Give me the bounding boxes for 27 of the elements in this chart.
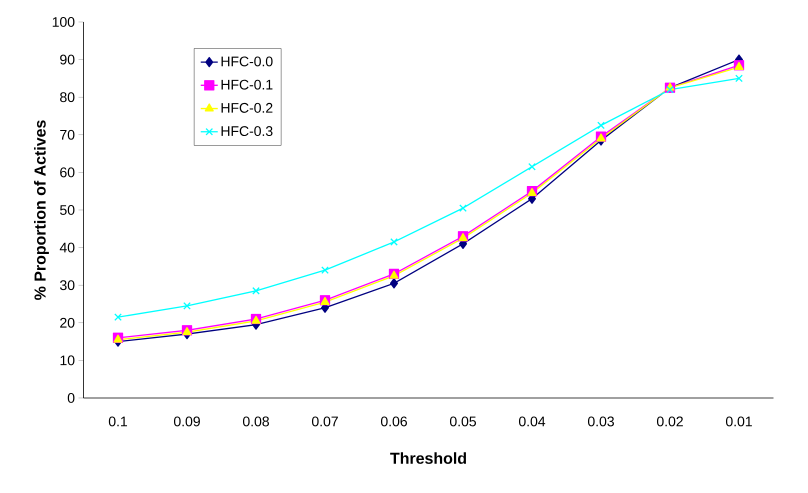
y-tick-label: 70 bbox=[60, 130, 74, 140]
y-tick-label: 0 bbox=[68, 393, 74, 403]
legend-label: HFC-0.2 bbox=[222, 102, 272, 113]
x-tick-label: 0.01 bbox=[726, 416, 752, 426]
y-tick-label: 10 bbox=[60, 355, 74, 366]
x-tick-label: 0.03 bbox=[588, 416, 614, 426]
x-axis-title: Threshold bbox=[390, 452, 466, 464]
x-tick-label: 0.08 bbox=[242, 416, 269, 426]
x-tick-label: 0.02 bbox=[656, 416, 683, 426]
y-tick-label: 100 bbox=[52, 17, 74, 27]
x-tick-label: 0.04 bbox=[518, 416, 546, 426]
legend-label: HFC-0.3 bbox=[222, 126, 272, 136]
legend-label: HFC-0.1 bbox=[222, 80, 272, 90]
y-tick-label: 30 bbox=[60, 280, 74, 290]
y-tick-label: 90 bbox=[60, 54, 74, 65]
y-axis-title: % Proportion of Actives bbox=[34, 120, 49, 300]
y-tick-label: 20 bbox=[60, 318, 74, 328]
x-tick-label: 0.09 bbox=[174, 416, 200, 426]
x-tick-label: 0.1 bbox=[108, 416, 128, 426]
y-tick-label: 40 bbox=[60, 242, 74, 253]
y-tick-label: 60 bbox=[60, 167, 74, 178]
y-tick-label: 50 bbox=[60, 205, 74, 215]
x-tick-label: 0.05 bbox=[450, 416, 476, 426]
y-tick-label: 80 bbox=[60, 92, 74, 102]
legend-label: HFC-0.0 bbox=[222, 56, 273, 66]
x-tick-label: 0.06 bbox=[380, 416, 407, 426]
x-tick-label: 0.07 bbox=[312, 416, 338, 426]
